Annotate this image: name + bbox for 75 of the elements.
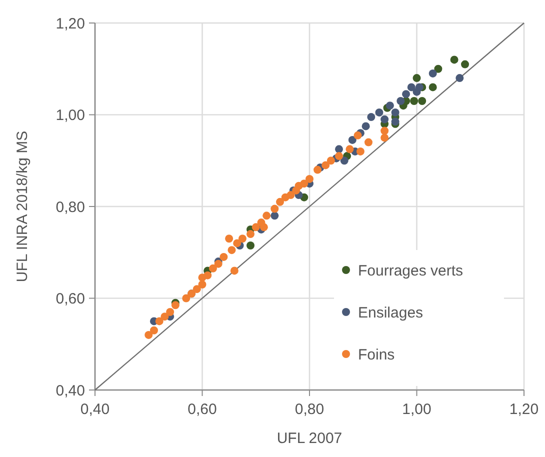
y-axis-title: UFL INRA 2018/kg MS [14, 130, 31, 282]
point [204, 271, 212, 280]
point [166, 308, 174, 316]
point [362, 122, 370, 130]
point [380, 134, 389, 142]
point [150, 326, 158, 334]
point [233, 239, 242, 248]
point [386, 102, 394, 110]
point [160, 312, 169, 321]
y-tick-label: 0,80 [56, 198, 85, 216]
point [346, 145, 354, 154]
point [208, 264, 217, 272]
point [276, 198, 284, 206]
point [356, 147, 364, 156]
point [410, 96, 418, 105]
point [326, 156, 335, 165]
point [144, 330, 153, 339]
point [415, 83, 424, 92]
point [252, 223, 260, 232]
point [225, 234, 234, 243]
point [375, 108, 384, 116]
point [228, 246, 236, 254]
x-tick-label: 0,80 [294, 401, 324, 418]
point [270, 212, 279, 220]
point [306, 174, 314, 183]
point [396, 96, 405, 105]
x-tick-label: 1,20 [509, 401, 539, 418]
point [367, 113, 376, 122]
point [380, 115, 389, 124]
point [198, 280, 206, 288]
point [340, 156, 348, 165]
point [182, 294, 190, 302]
point [230, 266, 238, 275]
x-tick-label: 0,40 [80, 401, 110, 418]
point [412, 74, 421, 82]
legend-label: Fourrages verts [358, 262, 464, 280]
point [418, 96, 426, 105]
point [434, 64, 442, 73]
point [270, 204, 279, 213]
legend-label: Foins [358, 346, 395, 364]
point [402, 90, 410, 98]
point [322, 161, 330, 170]
x-tick-label: 0,60 [188, 401, 217, 418]
point [334, 152, 343, 160]
point [171, 301, 180, 310]
y-tick-label: 1,20 [56, 15, 85, 32]
point [364, 138, 372, 146]
point [262, 212, 271, 220]
point [450, 56, 458, 64]
point [334, 145, 343, 154]
y-tick-label: 0,60 [56, 290, 85, 308]
point [260, 223, 268, 232]
point [428, 69, 437, 78]
point [407, 83, 416, 92]
y-tick-label: 1,00 [56, 107, 85, 124]
y-tick-label: 0,40 [56, 382, 85, 400]
point [155, 317, 164, 326]
legend-label: Ensilages [358, 304, 424, 322]
point [246, 230, 255, 238]
x-axis-title: UFL 2007 [276, 430, 342, 447]
point [314, 166, 322, 174]
point [391, 108, 400, 116]
x-tick-label: 1,00 [402, 401, 432, 418]
point [380, 126, 389, 135]
point [354, 131, 362, 140]
point [220, 252, 228, 261]
point [300, 180, 308, 188]
point [246, 241, 255, 250]
point [238, 234, 246, 243]
point [428, 83, 437, 92]
point [192, 285, 201, 294]
point [456, 74, 464, 82]
point [348, 136, 356, 144]
point [461, 60, 470, 68]
point [286, 191, 295, 200]
